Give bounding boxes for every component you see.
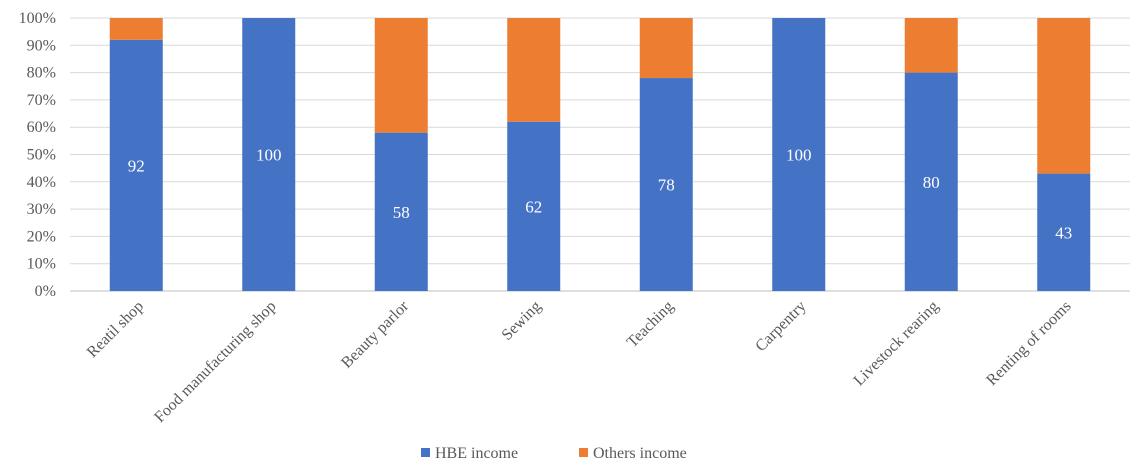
legend-label: HBE income <box>435 445 518 462</box>
y-tick-label: 10% <box>27 256 56 273</box>
x-category-label: Sewing <box>499 298 545 344</box>
y-tick-label: 100% <box>19 10 56 27</box>
bar-segment-others-income <box>374 18 428 133</box>
x-category-label: Beauty parlor <box>338 297 412 371</box>
bar-segment-hbe-income <box>242 18 296 291</box>
y-tick-label: 20% <box>27 228 56 245</box>
y-tick-label: 50% <box>27 147 56 164</box>
y-tick-label: 0% <box>35 283 56 300</box>
legend: HBE income Others income <box>421 445 687 462</box>
bar-segment-hbe-income <box>772 18 826 291</box>
y-axis-tick-labels: 0% 10% 20% 30% 40% 50% 60% 70% 80% 90% 100% <box>19 10 56 300</box>
bar-segment-others-income <box>1037 18 1091 174</box>
bar-segment-others-income <box>507 18 561 122</box>
x-category-label: Teaching <box>624 298 677 351</box>
y-tick-label: 90% <box>27 37 56 54</box>
y-tick-label: 80% <box>27 65 56 82</box>
bar-segment-others-income <box>639 18 693 79</box>
x-category-label: Livestock rearing <box>851 298 943 390</box>
y-tick-label: 70% <box>27 92 56 109</box>
data-label: 78 <box>658 176 675 195</box>
bars <box>109 18 1091 292</box>
data-label: 92 <box>128 156 145 175</box>
legend-label: Others income <box>593 445 687 462</box>
y-tick-label: 60% <box>27 119 56 136</box>
legend-swatch <box>421 448 430 457</box>
y-tick-label: 40% <box>27 174 56 191</box>
legend-swatch <box>579 448 588 457</box>
x-category-label: Carpentry <box>752 298 809 355</box>
bar-segment-hbe-income <box>904 72 958 291</box>
x-category-label: Reatil shop <box>84 298 147 361</box>
x-category-label: Renting of rooms <box>983 298 1074 389</box>
data-label: 58 <box>393 203 410 222</box>
bar-segment-hbe-income <box>1037 173 1091 291</box>
bar-segment-hbe-income <box>639 78 693 291</box>
x-axis-category-labels: Reatil shop Food manufacturing shop Beauty… <box>84 297 1075 426</box>
data-labels: 92 100 58 62 78 100 80 43 <box>128 146 1073 243</box>
data-label: 100 <box>256 146 282 165</box>
data-label: 43 <box>1055 223 1072 242</box>
x-category-label: Food manufacturing shop <box>151 298 279 426</box>
bar-segment-others-income <box>109 18 163 40</box>
bar-segment-hbe-income <box>374 132 428 291</box>
gridlines <box>70 17 1130 292</box>
data-label: 100 <box>786 146 812 165</box>
bar-segment-hbe-income <box>507 121 561 292</box>
bar-segment-others-income <box>904 18 958 73</box>
bar-segment-hbe-income <box>109 39 163 292</box>
data-label: 80 <box>923 173 940 192</box>
data-label: 62 <box>525 197 542 216</box>
y-tick-label: 30% <box>27 201 56 218</box>
